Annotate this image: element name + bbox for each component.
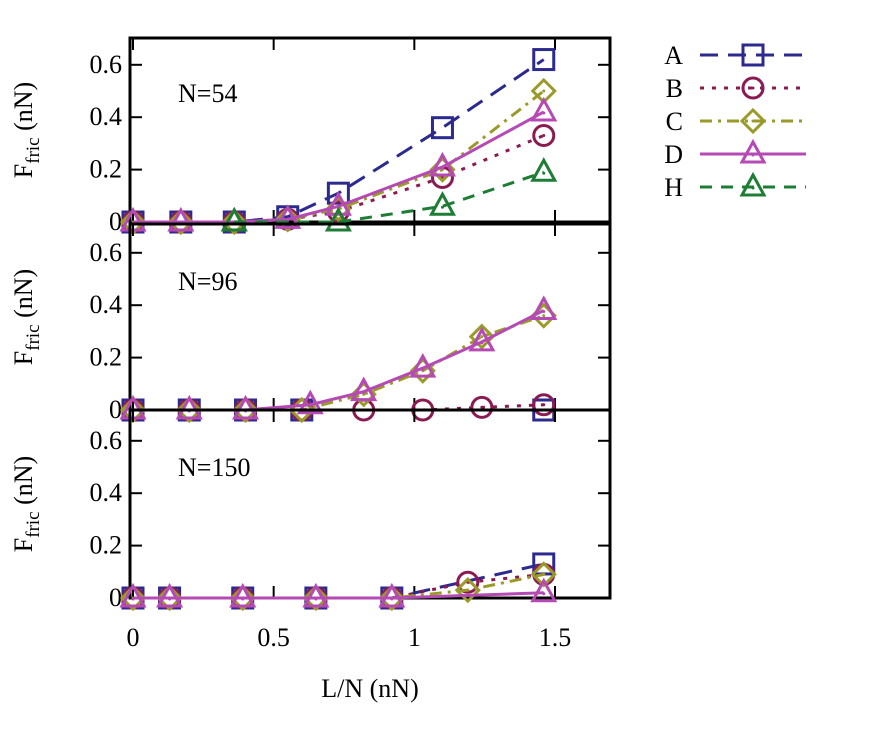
data-point bbox=[428, 191, 457, 216]
y-axis-label: Ffric (nN) bbox=[9, 456, 44, 552]
panel-label: N=54 bbox=[178, 79, 237, 108]
data-point bbox=[231, 394, 260, 420]
y-tick-label: 0.4 bbox=[90, 102, 123, 131]
data-point bbox=[176, 396, 203, 424]
legend-entry-C: C bbox=[666, 107, 806, 136]
y-tick-label: 0.4 bbox=[90, 478, 123, 507]
y-tick-label: 0.2 bbox=[90, 155, 123, 184]
y-tick-label: 0 bbox=[109, 583, 122, 612]
series-line bbox=[133, 58, 545, 224]
data-point bbox=[350, 376, 378, 402]
legend-entry-H: H bbox=[664, 171, 806, 202]
legend-label: A bbox=[664, 41, 683, 70]
panel-1: 0 0.2 0.4 0.6 N=54 Ffric (nN) bbox=[9, 36, 612, 236]
data-point bbox=[220, 206, 248, 232]
y-axis-label: Ffric (nN) bbox=[9, 269, 44, 365]
series-A bbox=[121, 552, 556, 610]
x-tick-label: 1 bbox=[408, 623, 421, 652]
y-tick-label: 0 bbox=[109, 395, 122, 424]
data-point bbox=[409, 352, 437, 378]
data-point bbox=[229, 582, 257, 608]
x-tick-label: 0 bbox=[127, 623, 140, 652]
panel-3: 0 0.2 0.4 0.6 N=150 Ffric (nN) bbox=[9, 408, 612, 612]
data-point bbox=[156, 582, 184, 608]
data-point bbox=[532, 124, 556, 148]
data-point bbox=[532, 48, 556, 72]
y-tick-label: 0.6 bbox=[90, 238, 123, 267]
x-tick-label: 0.5 bbox=[257, 623, 290, 652]
data-point bbox=[119, 582, 147, 608]
legend-entry-D: D bbox=[664, 138, 806, 169]
data-point bbox=[229, 584, 256, 612]
y-tick-label: 0.4 bbox=[90, 290, 123, 319]
data-point bbox=[530, 157, 558, 182]
legend-marker bbox=[741, 76, 765, 100]
y-tick-label: 0.2 bbox=[90, 531, 123, 560]
y-axis-label: Ffric (nN) bbox=[9, 82, 44, 178]
data-point bbox=[167, 208, 194, 236]
data-point bbox=[302, 582, 330, 608]
legend-label: B bbox=[666, 74, 683, 103]
plot-layer: 0 0.2 0.4 0.6 N=54 Ffric (nN) 0 0.2 0.4 0.6 N=96 Ff… bbox=[9, 36, 612, 652]
legend-label: H bbox=[664, 173, 683, 202]
legend-entry-B: B bbox=[666, 74, 806, 103]
data-point bbox=[221, 208, 248, 236]
data-point bbox=[468, 323, 495, 350]
data-point bbox=[175, 394, 203, 420]
y-tick-label: 0 bbox=[109, 207, 122, 236]
data-point bbox=[378, 582, 406, 608]
legend-label: D bbox=[664, 140, 683, 169]
data-point bbox=[232, 396, 259, 424]
legend-label: C bbox=[666, 107, 683, 136]
legend-marker bbox=[739, 138, 767, 164]
data-point bbox=[274, 206, 301, 233]
series-line bbox=[133, 110, 545, 224]
panel-label: N=150 bbox=[178, 453, 250, 482]
data-point bbox=[302, 584, 329, 612]
panel-frame bbox=[128, 36, 612, 224]
legend-entry-A: A bbox=[664, 41, 806, 70]
data-point bbox=[532, 393, 556, 417]
legend-marker bbox=[739, 107, 767, 135]
data-point bbox=[530, 96, 558, 122]
series-H bbox=[220, 157, 558, 232]
x-tick-labels: 0 0.5 1 1.5 bbox=[127, 623, 572, 652]
data-point bbox=[468, 326, 496, 352]
data-point bbox=[167, 206, 195, 232]
data-point bbox=[454, 577, 481, 604]
data-point bbox=[470, 395, 494, 419]
panel-label: N=96 bbox=[178, 267, 237, 296]
data-point bbox=[296, 389, 324, 415]
data-point bbox=[156, 584, 183, 612]
data-point bbox=[530, 561, 557, 588]
x-tick-label: 1.5 bbox=[539, 623, 572, 652]
data-point bbox=[378, 584, 405, 612]
data-point bbox=[430, 116, 454, 140]
y-tick-label: 0.6 bbox=[90, 50, 123, 79]
data-point bbox=[530, 577, 558, 603]
y-tick-label: 0.2 bbox=[90, 343, 123, 372]
y-tick-label: 0.6 bbox=[90, 426, 123, 455]
legend-marker bbox=[741, 43, 765, 67]
data-point bbox=[326, 181, 350, 205]
series-C bbox=[119, 561, 557, 612]
data-point bbox=[428, 151, 457, 177]
data-point bbox=[119, 584, 147, 612]
panel-2: 0 0.2 0.4 0.6 N=96 Ffric (nN) bbox=[9, 222, 612, 424]
series-line bbox=[234, 170, 545, 224]
data-point bbox=[324, 191, 352, 216]
series-D bbox=[119, 577, 558, 608]
data-point bbox=[456, 570, 480, 594]
x-axis-label: L/N (nN) bbox=[321, 674, 418, 703]
legend-marker bbox=[739, 171, 767, 197]
data-point bbox=[324, 206, 352, 232]
data-point bbox=[530, 295, 558, 320]
data-point bbox=[274, 204, 302, 229]
